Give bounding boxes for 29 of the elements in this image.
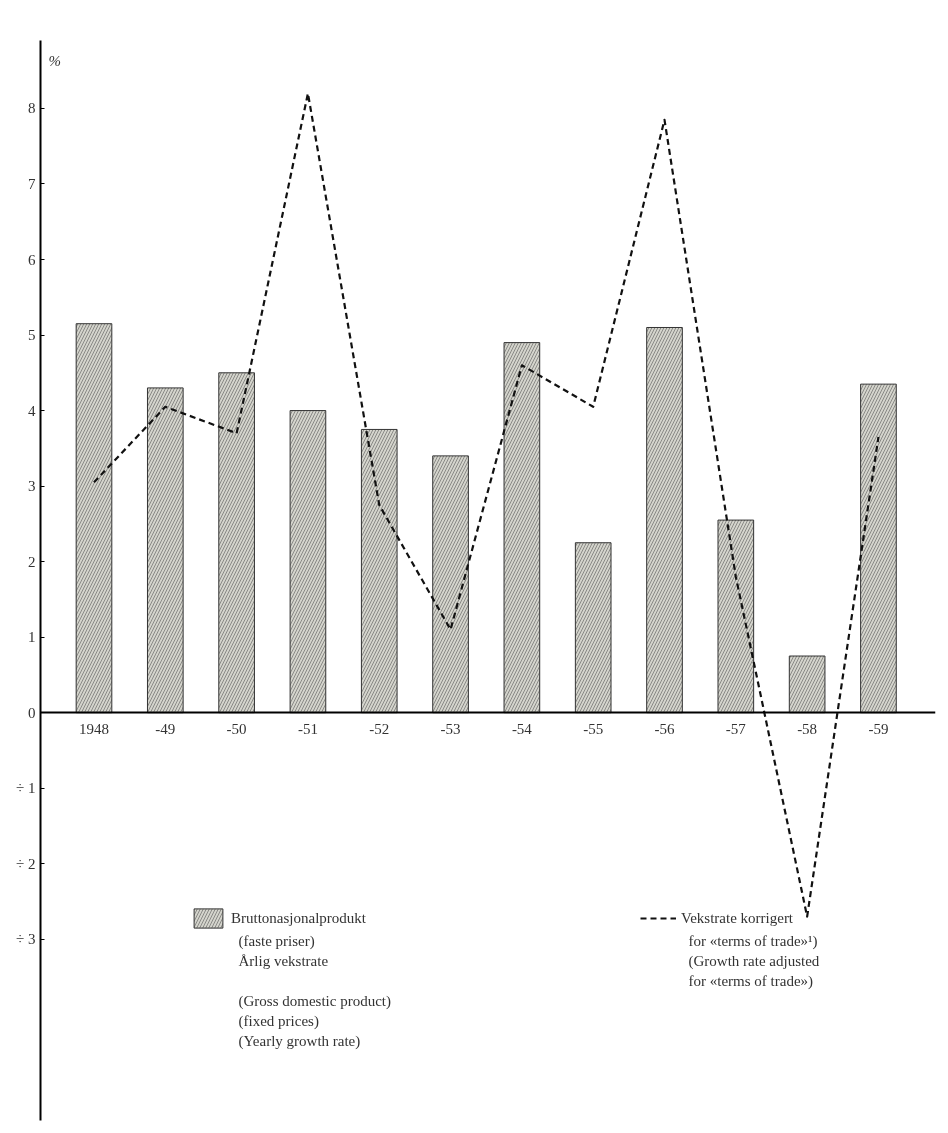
y-tick-label: 1 xyxy=(28,629,36,646)
x-tick-label: -54 xyxy=(511,720,533,737)
y-tick-label: 5 xyxy=(28,327,36,344)
x-tick-label: -56 xyxy=(654,720,675,737)
y-tick-label: 7 xyxy=(28,176,36,192)
y-tick-label: 6 xyxy=(28,251,36,268)
x-tick-label: -59 xyxy=(868,720,889,737)
y-tick-label: 0 xyxy=(28,704,36,721)
legend-label: Vekstrate korrigert xyxy=(681,909,794,927)
x-tick-label: -51 xyxy=(297,720,318,737)
y-tick-label: ÷ 3 xyxy=(16,931,36,948)
x-tick-label: -50 xyxy=(226,720,247,737)
x-tick-label: 1948 xyxy=(78,720,109,737)
x-tick-label: -57 xyxy=(725,720,747,737)
y-tick-label: 8 xyxy=(28,100,36,117)
y-tick-label: 3 xyxy=(28,478,36,495)
legend-label: Bruttonasjonalprodukt xyxy=(231,909,366,927)
x-tick-label: -49 xyxy=(155,720,176,737)
text: (faste priser) Årlig vekstrate (Gross domestic product) (fixed prices) (Yearly growth rate) xyxy=(238,932,391,1049)
y-axis-title: % xyxy=(48,52,61,69)
y-tick-label: ÷ 2 xyxy=(16,855,36,872)
x-tick-label: -58 xyxy=(797,720,818,737)
annotation: for «terms of trade»¹) (Growth rate adjusted for «terms of trade») xyxy=(688,932,820,990)
y-tick-label: ÷ 1 xyxy=(16,780,36,797)
y-tick-label: 4 xyxy=(28,402,36,419)
y-tick-label: 2 xyxy=(28,553,36,570)
x-tick-label: -55 xyxy=(583,720,604,737)
x-tick-label: -53 xyxy=(440,720,461,737)
x-tick-label: -52 xyxy=(369,720,390,737)
